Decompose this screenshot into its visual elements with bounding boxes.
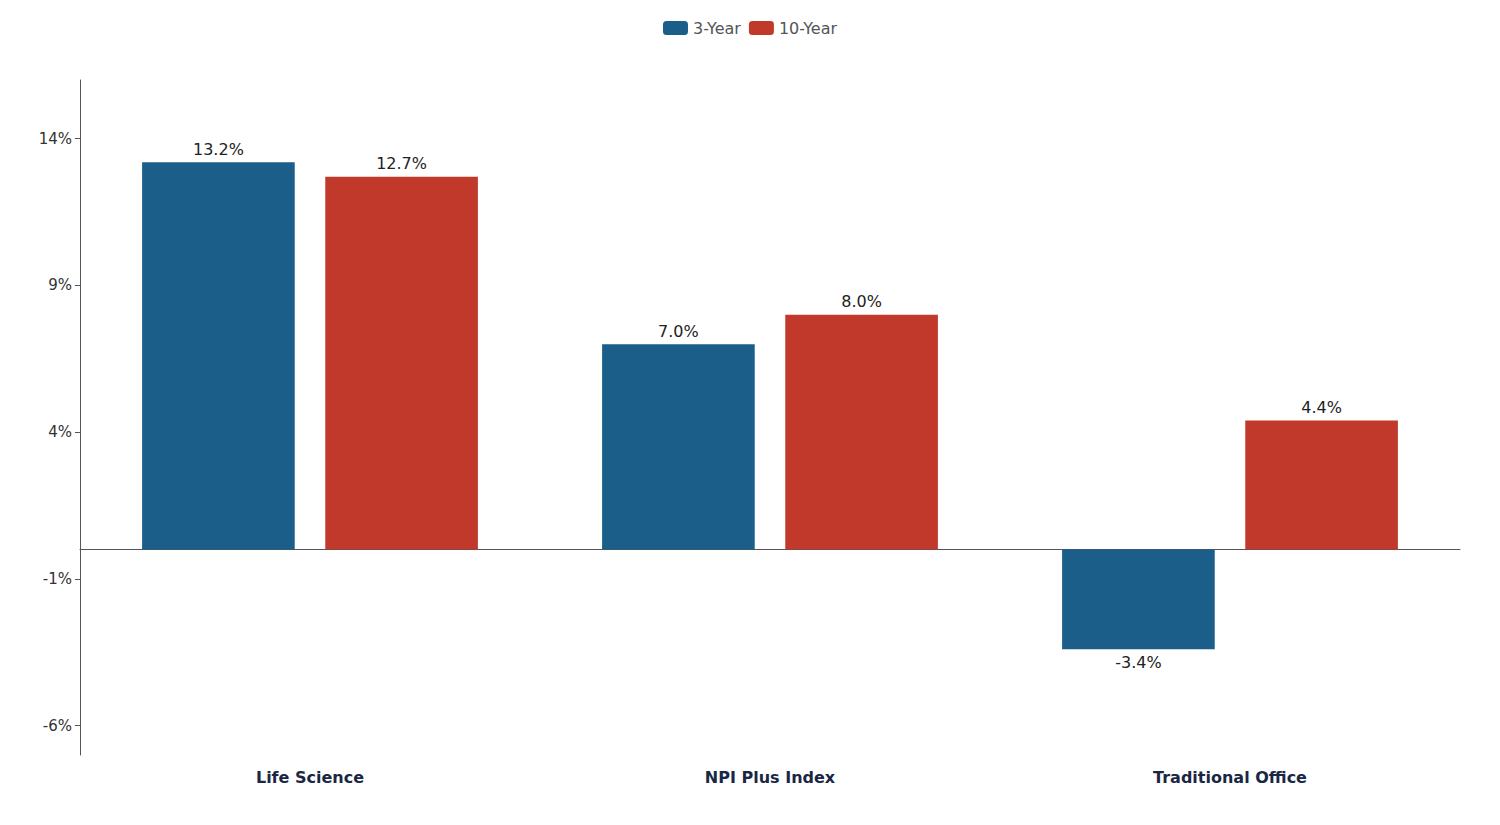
svg-text:9%: 9% xyxy=(48,276,72,294)
svg-text:-1%: -1% xyxy=(43,570,72,588)
svg-text:-6%: -6% xyxy=(43,717,72,735)
svg-text:4.4%: 4.4% xyxy=(1301,398,1342,417)
svg-text:-3.4%: -3.4% xyxy=(1115,653,1161,672)
svg-text:13.2%: 13.2% xyxy=(193,140,244,159)
svg-text:Traditional Office: Traditional Office xyxy=(1153,768,1307,787)
svg-text:Life Science: Life Science xyxy=(256,768,364,787)
svg-text:4%: 4% xyxy=(48,423,72,441)
svg-text:12.7%: 12.7% xyxy=(376,154,427,173)
svg-text:14%: 14% xyxy=(39,130,72,148)
svg-text:NPI Plus Index: NPI Plus Index xyxy=(705,768,836,787)
svg-text:3-Year: 3-Year xyxy=(693,19,741,38)
svg-text:7.0%: 7.0% xyxy=(658,322,699,341)
svg-text:10-Year: 10-Year xyxy=(779,19,838,38)
svg-text:8.0%: 8.0% xyxy=(841,292,882,311)
